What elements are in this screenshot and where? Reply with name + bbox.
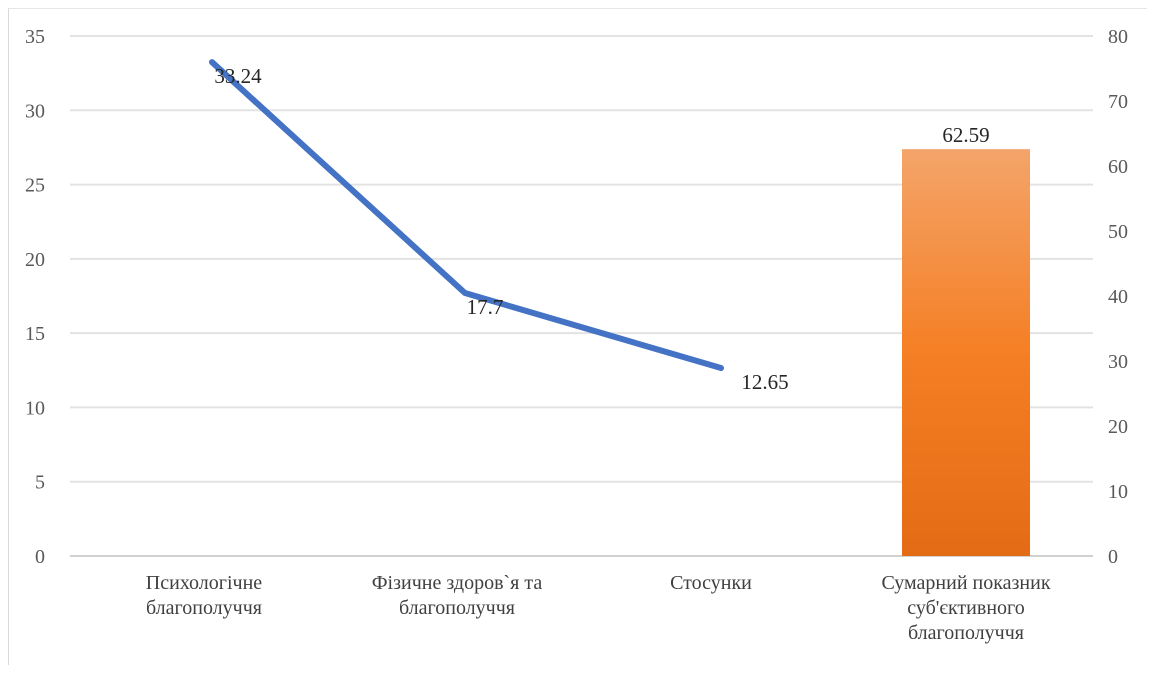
y-left-tick-label: 25 xyxy=(25,175,45,197)
line-data-label: 17.7 xyxy=(467,295,504,319)
category-label-line: благополуччя xyxy=(146,597,262,619)
category-label: Психологічне благополуччя xyxy=(146,572,263,619)
category-label-line: Психологічне xyxy=(146,572,263,594)
y-left-tick-label: 15 xyxy=(25,323,45,345)
y-right-tick-label: 50 xyxy=(1108,221,1128,243)
chart-frame xyxy=(8,8,1147,665)
category-label: Стосунки xyxy=(670,572,752,594)
category-label: Фізичне здоров`я та благополуччя xyxy=(372,572,543,619)
category-label-line: суб'єктивного xyxy=(907,597,1024,619)
line-data-label: 12.65 xyxy=(741,370,788,394)
line-series xyxy=(209,59,724,372)
y-right-tick-label: 60 xyxy=(1108,156,1128,178)
y-right-tick-label: 0 xyxy=(1108,546,1118,568)
category-label-line: Сумарний показник xyxy=(881,572,1050,594)
category-label-line: Стосунки xyxy=(670,572,752,594)
category-label-line: благополуччя xyxy=(908,622,1024,644)
y-right-tick-label: 30 xyxy=(1108,351,1128,373)
bar-data-label: 62.59 xyxy=(942,123,989,147)
y-left-tick-label: 5 xyxy=(35,472,45,494)
y-right-tick-label: 40 xyxy=(1108,286,1128,308)
y-left-tick-label: 0 xyxy=(35,546,45,568)
y-right-tick-label: 10 xyxy=(1108,481,1128,503)
y-right-tick-label: 70 xyxy=(1108,91,1128,113)
category-label-line: Фізичне здоров`я та xyxy=(372,572,543,594)
y-left-tick-label: 20 xyxy=(25,249,45,271)
y-right-tick-label: 20 xyxy=(1108,416,1128,438)
bar xyxy=(902,149,1030,557)
category-label: Сумарний показник суб'єктивного благополуч… xyxy=(881,572,1050,644)
line-data-label: 33.24 xyxy=(214,64,262,88)
y-left-tick-label: 35 xyxy=(25,26,45,48)
y-left-tick-label: 10 xyxy=(25,397,45,419)
y-left-tick-label: 30 xyxy=(25,100,45,122)
category-label-line: благополуччя xyxy=(399,597,515,619)
y-right-tick-label: 80 xyxy=(1108,26,1128,48)
